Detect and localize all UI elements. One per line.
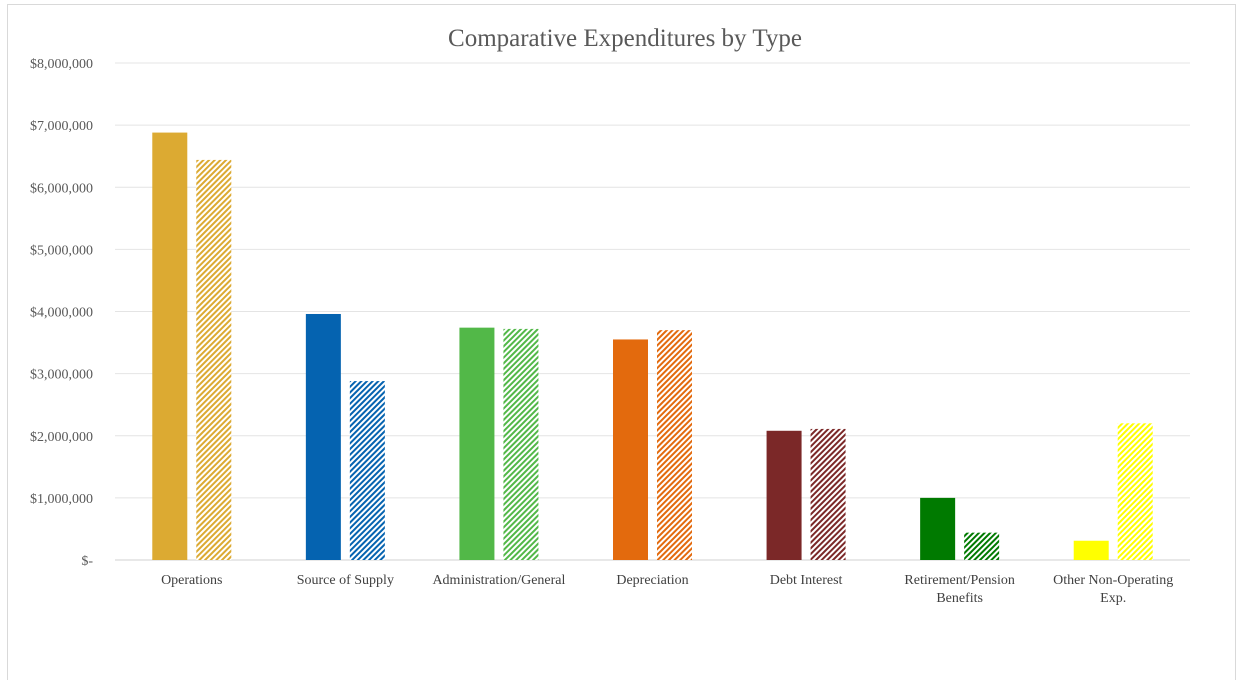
bar-solid [766,430,802,560]
gridlines [115,62,1190,561]
bar-solid [152,132,188,560]
y-tick-label: $2,000,000 [30,430,93,445]
y-tick-label: $3,000,000 [30,368,93,383]
y-tick-label: $6,000,000 [30,181,93,196]
x-category-label: Retirement/Pension Benefits [904,573,1014,606]
y-axis-tick-labels: $- $1,000,000 $2,000,000 $3,000,000 $4,000,0… [30,57,93,569]
bars [152,132,1153,561]
y-tick-label: $5,000,000 [30,243,93,258]
x-category-label: Depreciation [616,573,688,588]
x-axis-category-labels: Operations Source of Supply Administration… [161,573,1173,606]
y-tick-label: $- [81,554,93,569]
bar-hatched [810,428,846,560]
y-tick-label: $8,000,000 [30,57,93,72]
bar-hatched [349,381,385,560]
x-category-label: Other Non-Operating Exp. [1053,573,1173,606]
bar-hatched [1117,423,1153,560]
bar-solid [459,327,495,560]
bar-solid [920,497,956,560]
y-tick-label: $1,000,000 [30,492,93,507]
y-tick-label: $7,000,000 [30,119,93,134]
bar-hatched [657,330,692,560]
x-category-label: Source of Supply [297,573,394,588]
y-tick-label: $4,000,000 [30,306,93,321]
x-category-label: Administration/General [432,573,565,588]
chart-title: Comparative Expenditures by Type [448,25,802,52]
bar-hatched [964,532,1000,560]
bar-solid [305,313,341,560]
bar-hatched [196,159,232,561]
x-category-label: Operations [161,573,222,588]
bar-hatched [503,328,539,560]
bar-solid [1073,540,1109,560]
bar-solid [613,339,648,560]
x-category-label: Debt Interest [770,573,843,588]
